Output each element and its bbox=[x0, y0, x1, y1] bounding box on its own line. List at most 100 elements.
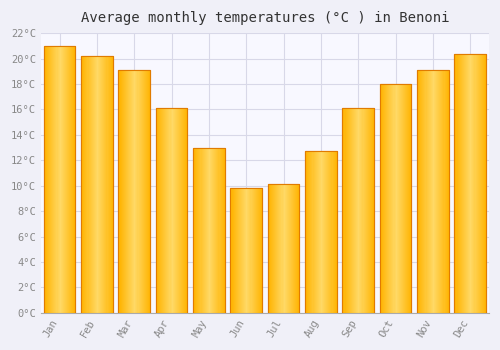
Bar bbox=[268, 184, 300, 313]
Bar bbox=[456, 54, 458, 313]
Bar bbox=[353, 108, 354, 313]
Bar bbox=[230, 188, 262, 313]
Bar bbox=[44, 46, 45, 313]
Bar bbox=[470, 54, 472, 313]
Bar bbox=[438, 70, 439, 313]
Bar bbox=[418, 70, 419, 313]
Bar bbox=[97, 56, 98, 313]
Bar bbox=[357, 108, 358, 313]
Bar bbox=[454, 54, 486, 313]
Bar bbox=[194, 148, 195, 313]
Bar bbox=[336, 152, 337, 313]
Bar bbox=[307, 152, 308, 313]
Bar bbox=[84, 56, 86, 313]
Bar bbox=[127, 70, 128, 313]
Bar bbox=[323, 152, 324, 313]
Bar bbox=[417, 70, 449, 313]
Bar bbox=[406, 84, 407, 313]
Bar bbox=[160, 108, 161, 313]
Bar bbox=[63, 46, 64, 313]
Bar bbox=[64, 46, 65, 313]
Bar bbox=[74, 46, 76, 313]
Bar bbox=[133, 70, 134, 313]
Bar bbox=[296, 184, 298, 313]
Bar bbox=[67, 46, 68, 313]
Bar bbox=[164, 108, 166, 313]
Bar bbox=[417, 70, 449, 313]
Bar bbox=[95, 56, 96, 313]
Bar bbox=[268, 184, 269, 313]
Bar bbox=[156, 108, 188, 313]
Bar bbox=[454, 54, 486, 313]
Bar bbox=[293, 184, 294, 313]
Bar bbox=[149, 70, 150, 313]
Bar bbox=[96, 56, 97, 313]
Bar bbox=[462, 54, 463, 313]
Bar bbox=[401, 84, 402, 313]
Bar bbox=[98, 56, 99, 313]
Bar bbox=[244, 188, 245, 313]
Bar bbox=[273, 184, 274, 313]
Bar bbox=[101, 56, 102, 313]
Bar bbox=[428, 70, 430, 313]
Bar bbox=[368, 108, 369, 313]
Bar bbox=[320, 152, 321, 313]
Bar bbox=[128, 70, 129, 313]
Bar bbox=[211, 148, 212, 313]
Bar bbox=[403, 84, 404, 313]
Bar bbox=[342, 108, 374, 313]
Bar bbox=[355, 108, 356, 313]
Bar bbox=[72, 46, 74, 313]
Bar bbox=[295, 184, 296, 313]
Bar bbox=[216, 148, 218, 313]
Bar bbox=[88, 56, 90, 313]
Bar bbox=[442, 70, 444, 313]
Bar bbox=[386, 84, 387, 313]
Bar bbox=[467, 54, 468, 313]
Bar bbox=[484, 54, 485, 313]
Bar bbox=[179, 108, 180, 313]
Bar bbox=[65, 46, 66, 313]
Bar bbox=[417, 70, 418, 313]
Bar bbox=[198, 148, 200, 313]
Bar bbox=[305, 152, 337, 313]
Bar bbox=[176, 108, 177, 313]
Bar bbox=[158, 108, 159, 313]
Bar bbox=[44, 46, 76, 313]
Bar bbox=[476, 54, 478, 313]
Bar bbox=[432, 70, 433, 313]
Bar bbox=[254, 188, 256, 313]
Bar bbox=[82, 56, 83, 313]
Bar bbox=[218, 148, 220, 313]
Bar bbox=[431, 70, 432, 313]
Bar bbox=[381, 84, 382, 313]
Bar bbox=[348, 108, 350, 313]
Bar bbox=[159, 108, 160, 313]
Bar bbox=[372, 108, 373, 313]
Bar bbox=[110, 56, 112, 313]
Bar bbox=[118, 70, 150, 313]
Bar bbox=[230, 188, 232, 313]
Bar bbox=[292, 184, 293, 313]
Bar bbox=[181, 108, 182, 313]
Bar bbox=[371, 108, 372, 313]
Bar bbox=[272, 184, 273, 313]
Bar bbox=[58, 46, 59, 313]
Bar bbox=[404, 84, 405, 313]
Bar bbox=[366, 108, 368, 313]
Bar bbox=[161, 108, 162, 313]
Bar bbox=[183, 108, 184, 313]
Bar bbox=[166, 108, 168, 313]
Bar bbox=[478, 54, 480, 313]
Bar bbox=[129, 70, 130, 313]
Bar bbox=[246, 188, 248, 313]
Bar bbox=[390, 84, 392, 313]
Bar bbox=[458, 54, 460, 313]
Bar bbox=[162, 108, 163, 313]
Bar bbox=[195, 148, 196, 313]
Bar bbox=[81, 56, 82, 313]
Bar bbox=[362, 108, 364, 313]
Bar bbox=[370, 108, 371, 313]
Bar bbox=[308, 152, 310, 313]
Bar bbox=[70, 46, 71, 313]
